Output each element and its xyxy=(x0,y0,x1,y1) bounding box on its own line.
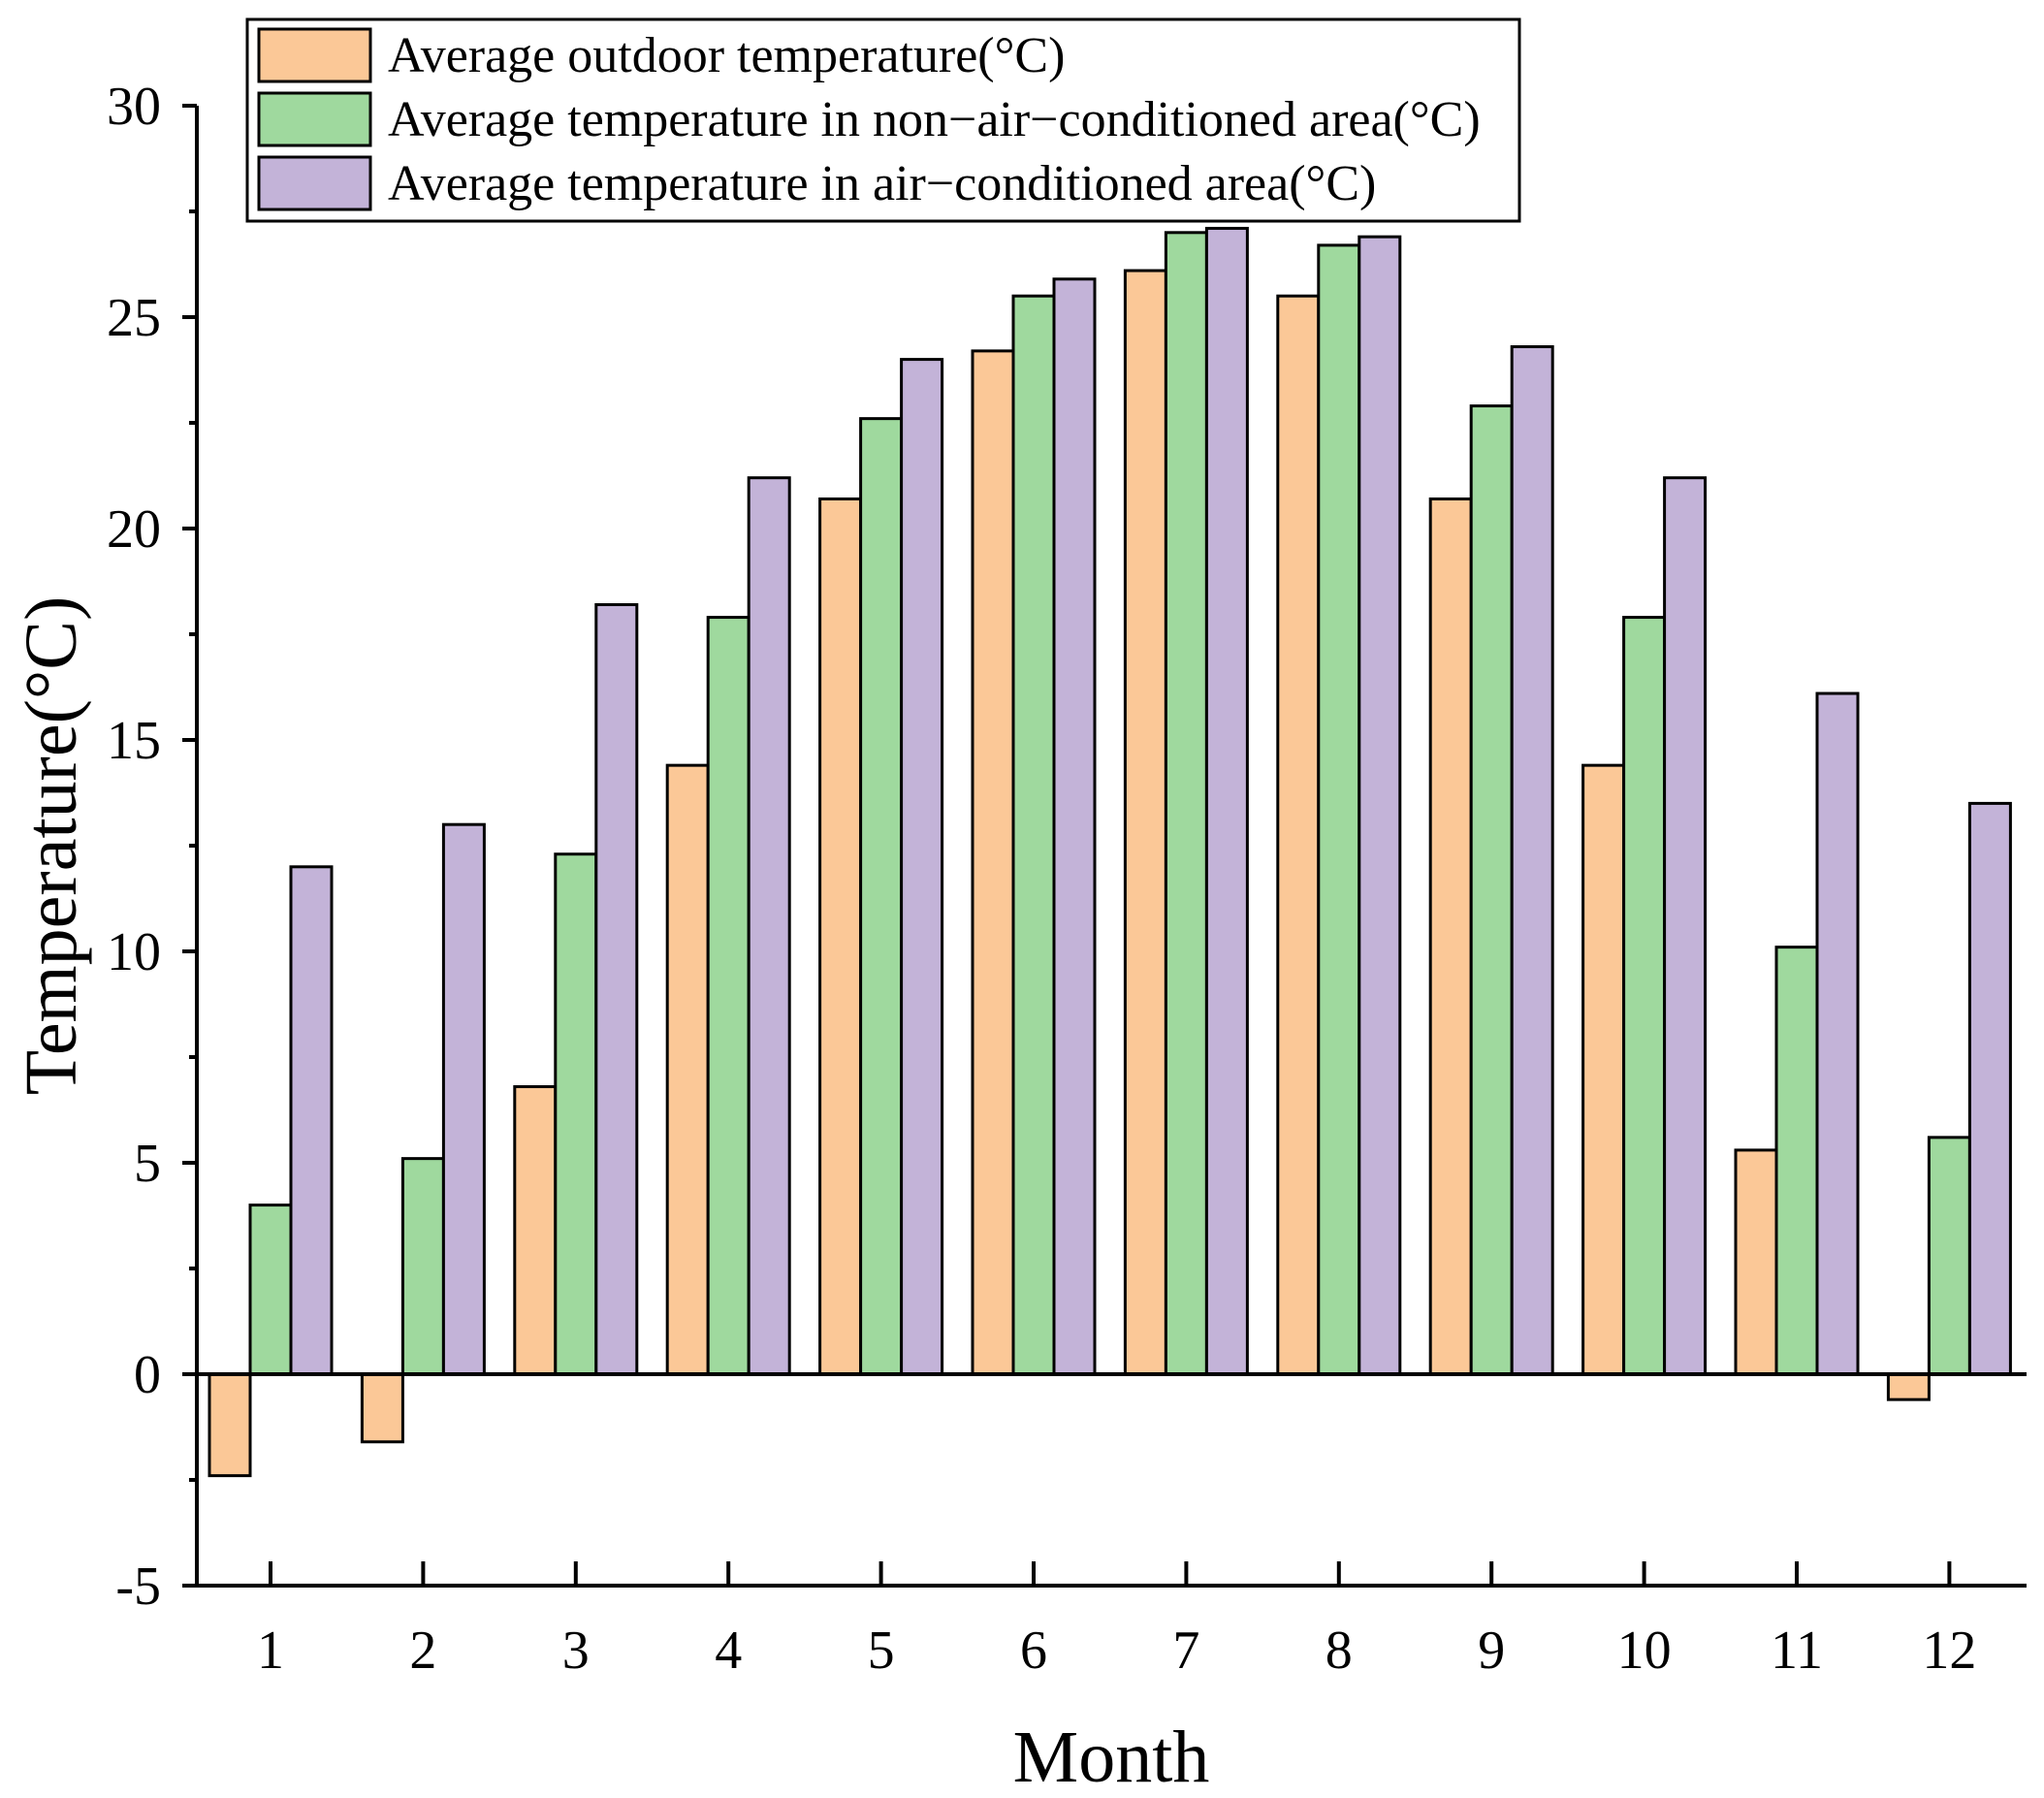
x-tick-label: 9 xyxy=(1478,1621,1505,1681)
x-tick-label: 12 xyxy=(1922,1621,1976,1681)
y-tick-label: 0 xyxy=(134,1345,161,1405)
x-tick-label: 10 xyxy=(1617,1621,1672,1681)
bar-series2-month-6 xyxy=(1011,294,1056,1376)
x-tick-label: 7 xyxy=(1172,1621,1199,1681)
legend-label-series1: Average outdoor temperature(°C) xyxy=(388,28,1065,83)
bar-series3-month-1 xyxy=(289,865,334,1376)
legend: Average outdoor temperature(°C) Average t… xyxy=(245,17,1521,223)
bar-series1-month-3 xyxy=(513,1085,558,1376)
legend-label-series3: Average temperature in air−conditioned a… xyxy=(388,156,1376,211)
y-tick-label: 20 xyxy=(107,499,161,560)
bar-series2-month-12 xyxy=(1927,1136,1971,1376)
bar-series3-month-11 xyxy=(1815,691,1860,1376)
bar-series1-month-5 xyxy=(818,497,863,1376)
bar-series1-month-11 xyxy=(1734,1148,1778,1376)
bar-series3-month-2 xyxy=(441,822,486,1376)
bar-series2-month-11 xyxy=(1774,946,1819,1376)
bar-series1-month-9 xyxy=(1428,497,1473,1376)
bar-series1-month-4 xyxy=(665,763,710,1376)
bar-series3-month-9 xyxy=(1510,345,1554,1376)
x-tick-label: 1 xyxy=(257,1621,284,1681)
x-tick-label: 8 xyxy=(1325,1621,1353,1681)
bar-series1-month-12 xyxy=(1886,1372,1931,1401)
x-tick-label: 3 xyxy=(562,1621,590,1681)
bar-series2-month-10 xyxy=(1622,616,1667,1376)
bar-series1-month-1 xyxy=(208,1372,252,1478)
legend-swatch-series2 xyxy=(257,91,372,147)
bar-series1-month-7 xyxy=(1123,269,1167,1376)
bar-series2-month-8 xyxy=(1317,243,1361,1376)
x-tick-label: 5 xyxy=(868,1621,895,1681)
x-tick-label: 4 xyxy=(715,1621,742,1681)
bar-series3-month-6 xyxy=(1052,277,1097,1376)
y-tick-label: 5 xyxy=(134,1134,161,1194)
y-tick-label: 15 xyxy=(107,711,161,771)
y-tick-label: 10 xyxy=(107,922,161,982)
bars-group xyxy=(208,226,2012,1478)
x-ticks-group: 1 2 3 4 5 6 7 8 9 10 11 12 xyxy=(257,1561,1976,1681)
bar-series3-month-8 xyxy=(1357,235,1402,1376)
bar-series3-month-12 xyxy=(1967,801,2012,1376)
bar-series2-month-4 xyxy=(706,616,751,1376)
legend-swatch-series1 xyxy=(257,27,372,83)
legend-label-series2: Average temperature in non−air−condition… xyxy=(388,92,1481,147)
bar-series1-month-8 xyxy=(1276,294,1321,1376)
x-tick-label: 6 xyxy=(1020,1621,1047,1681)
bar-series1-month-2 xyxy=(360,1372,404,1444)
bar-series2-month-7 xyxy=(1164,231,1208,1376)
x-tick-label: 11 xyxy=(1771,1621,1823,1681)
legend-frame xyxy=(245,17,1521,223)
legend-swatch-series3 xyxy=(257,155,372,211)
y-tick-label: 30 xyxy=(107,77,161,137)
x-tick-label: 2 xyxy=(409,1621,436,1681)
bar-series3-month-10 xyxy=(1663,476,1708,1376)
bar-series2-month-9 xyxy=(1469,404,1514,1376)
y-ticks-group: -5 0 5 10 15 20 25 30 xyxy=(107,77,197,1617)
y-tick-label: -5 xyxy=(115,1557,161,1617)
bar-series1-month-10 xyxy=(1581,763,1626,1376)
bar-series3-month-3 xyxy=(594,602,639,1376)
bar-series2-month-3 xyxy=(554,852,598,1376)
bar-series3-month-7 xyxy=(1204,226,1249,1376)
bar-series2-month-5 xyxy=(859,417,904,1376)
x-axis-title: Month xyxy=(1013,1717,1210,1798)
bar-series2-month-2 xyxy=(400,1157,445,1376)
bar-series3-month-4 xyxy=(747,476,791,1376)
bar-series1-month-6 xyxy=(971,349,1015,1376)
y-axis-title: Temperature(°C) xyxy=(11,596,92,1096)
bar-series3-month-5 xyxy=(900,358,944,1376)
bar-series2-month-1 xyxy=(248,1204,293,1376)
y-tick-label: 25 xyxy=(107,288,161,348)
